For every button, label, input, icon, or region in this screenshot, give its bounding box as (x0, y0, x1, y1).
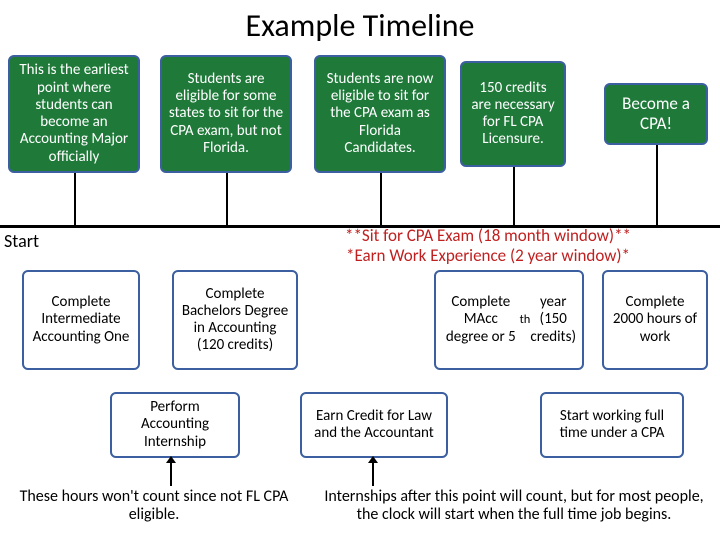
top-box-2: Students are now eligible to sit for the… (314, 55, 446, 173)
mid-box-2: Complete MAcc degree or 5th year(150 cre… (434, 270, 584, 370)
low-box-1: Earn Credit for Law and the Accountant (300, 392, 448, 458)
red-note-0: **Sit for CPA Exam (18 month window)** (258, 227, 718, 246)
page-title: Example Timeline (0, 0, 720, 49)
low-box-0: Perform Accounting Internship (110, 392, 240, 458)
mid-box-3: Complete 2000 hours of work (602, 270, 708, 370)
top-box-0: This is the earliest point where student… (8, 55, 140, 173)
mid-box-1: Complete Bachelors Degree in Accounting … (172, 270, 298, 370)
start-label: Start (4, 230, 39, 252)
bottom-note-1: Internships after this point will count,… (312, 488, 716, 523)
top-box-3: 150 credits are necessary for FL CPA Lic… (460, 61, 566, 167)
low-box-2: Start working full time under a CPA (540, 392, 684, 458)
bottom-note-0: These hours won't count since not FL CPA… (6, 488, 302, 523)
top-box-1: Students are eligible for some states to… (160, 55, 292, 173)
mid-box-0: Complete Intermediate Accounting One (22, 270, 140, 370)
top-box-4: Become a CPA! (604, 83, 708, 145)
red-note-1: *Earn Work Experience (2 year window)* (258, 247, 718, 266)
